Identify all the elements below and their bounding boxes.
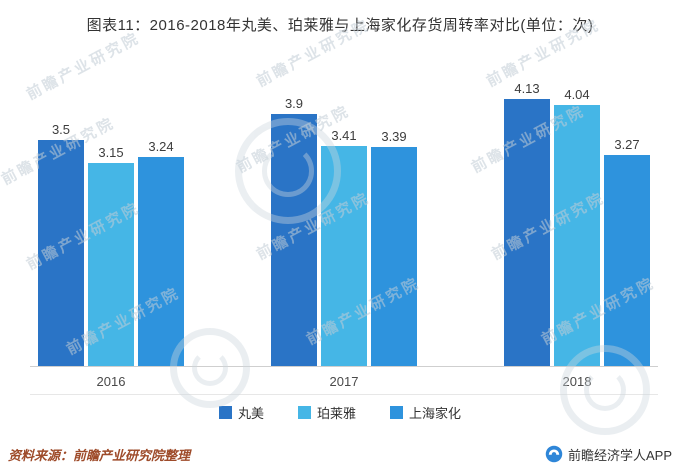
bar: [554, 105, 600, 366]
legend-item-丸美: 丸美: [218, 403, 264, 422]
bar-value-label: 3.27: [614, 137, 640, 152]
bar-value-label: 3.9: [284, 96, 304, 111]
bar-珀莱雅-2016: 3.15: [88, 145, 134, 366]
bar-value-label: 3.39: [381, 129, 407, 144]
bar-group-2018: 4.13 4.04 3.27: [504, 81, 650, 366]
brand: 前瞻经济学人APP: [545, 445, 672, 464]
bar-value-label: 3.24: [148, 139, 174, 154]
legend-item-珀莱雅: 珀莱雅: [297, 403, 356, 422]
legend-label: 珀莱雅: [316, 406, 356, 421]
x-axis-label-2017: 2017: [329, 374, 359, 389]
bar: [138, 157, 184, 366]
bar-丸美-2018: 4.13: [504, 81, 550, 366]
legend-label: 上海家化: [409, 406, 462, 421]
x-axis: 2016 2017 2018: [30, 366, 658, 395]
legend-item-上海家化: 上海家化: [390, 403, 461, 422]
bar: [88, 163, 134, 366]
bar-珀莱雅-2018: 4.04: [554, 87, 600, 366]
bar-珀莱雅-2017: 3.41: [321, 128, 367, 366]
bar-value-label: 3.15: [98, 145, 124, 160]
chart-title: 图表11：2016-2018年丸美、珀莱雅与上海家化存货周转率对比(单位：次): [86, 17, 594, 34]
bar-value-label: 3.41: [331, 128, 357, 143]
bar-value-label: 4.13: [514, 81, 540, 96]
footer: 资料来源：前瞻产业研究院整理 前瞻经济学人APP: [8, 441, 672, 467]
bar: [604, 155, 650, 366]
legend-label: 丸美: [237, 406, 264, 421]
bar: [371, 147, 417, 366]
bar-group-2016: 3.5 3.15 3.24: [38, 122, 184, 366]
legend-swatch: [297, 406, 311, 419]
legend-swatch: [390, 406, 403, 419]
bar-group-2017: 3.9 3.41 3.39: [271, 96, 417, 366]
legend-swatch: [218, 406, 232, 419]
bar-上海家化-2018: 3.27: [604, 137, 650, 366]
source-text: 资料来源：前瞻产业研究院整理: [8, 447, 191, 463]
bar: [504, 99, 550, 366]
plot-area: 3.5 3.15 3.24 3.9 3.41 3.39 4.13 4.04 3.27: [30, 56, 658, 367]
bar-value-label: 3.5: [51, 122, 71, 137]
bar-丸美-2017: 3.9: [271, 96, 317, 366]
bar: [321, 146, 367, 366]
x-axis-label-2018: 2018: [562, 374, 592, 389]
bar-上海家化-2016: 3.24: [138, 139, 184, 366]
bar-value-label: 4.04: [564, 87, 590, 102]
bar: [271, 114, 317, 366]
bar: [38, 140, 84, 366]
legend: 丸美 珀莱雅 上海家化: [0, 403, 680, 422]
qianzhan-logo-icon: [545, 445, 563, 463]
bar-上海家化-2017: 3.39: [371, 129, 417, 366]
x-axis-label-2016: 2016: [96, 374, 126, 389]
brand-label: 前瞻经济学人APP: [567, 447, 672, 463]
bar-丸美-2016: 3.5: [38, 122, 84, 366]
